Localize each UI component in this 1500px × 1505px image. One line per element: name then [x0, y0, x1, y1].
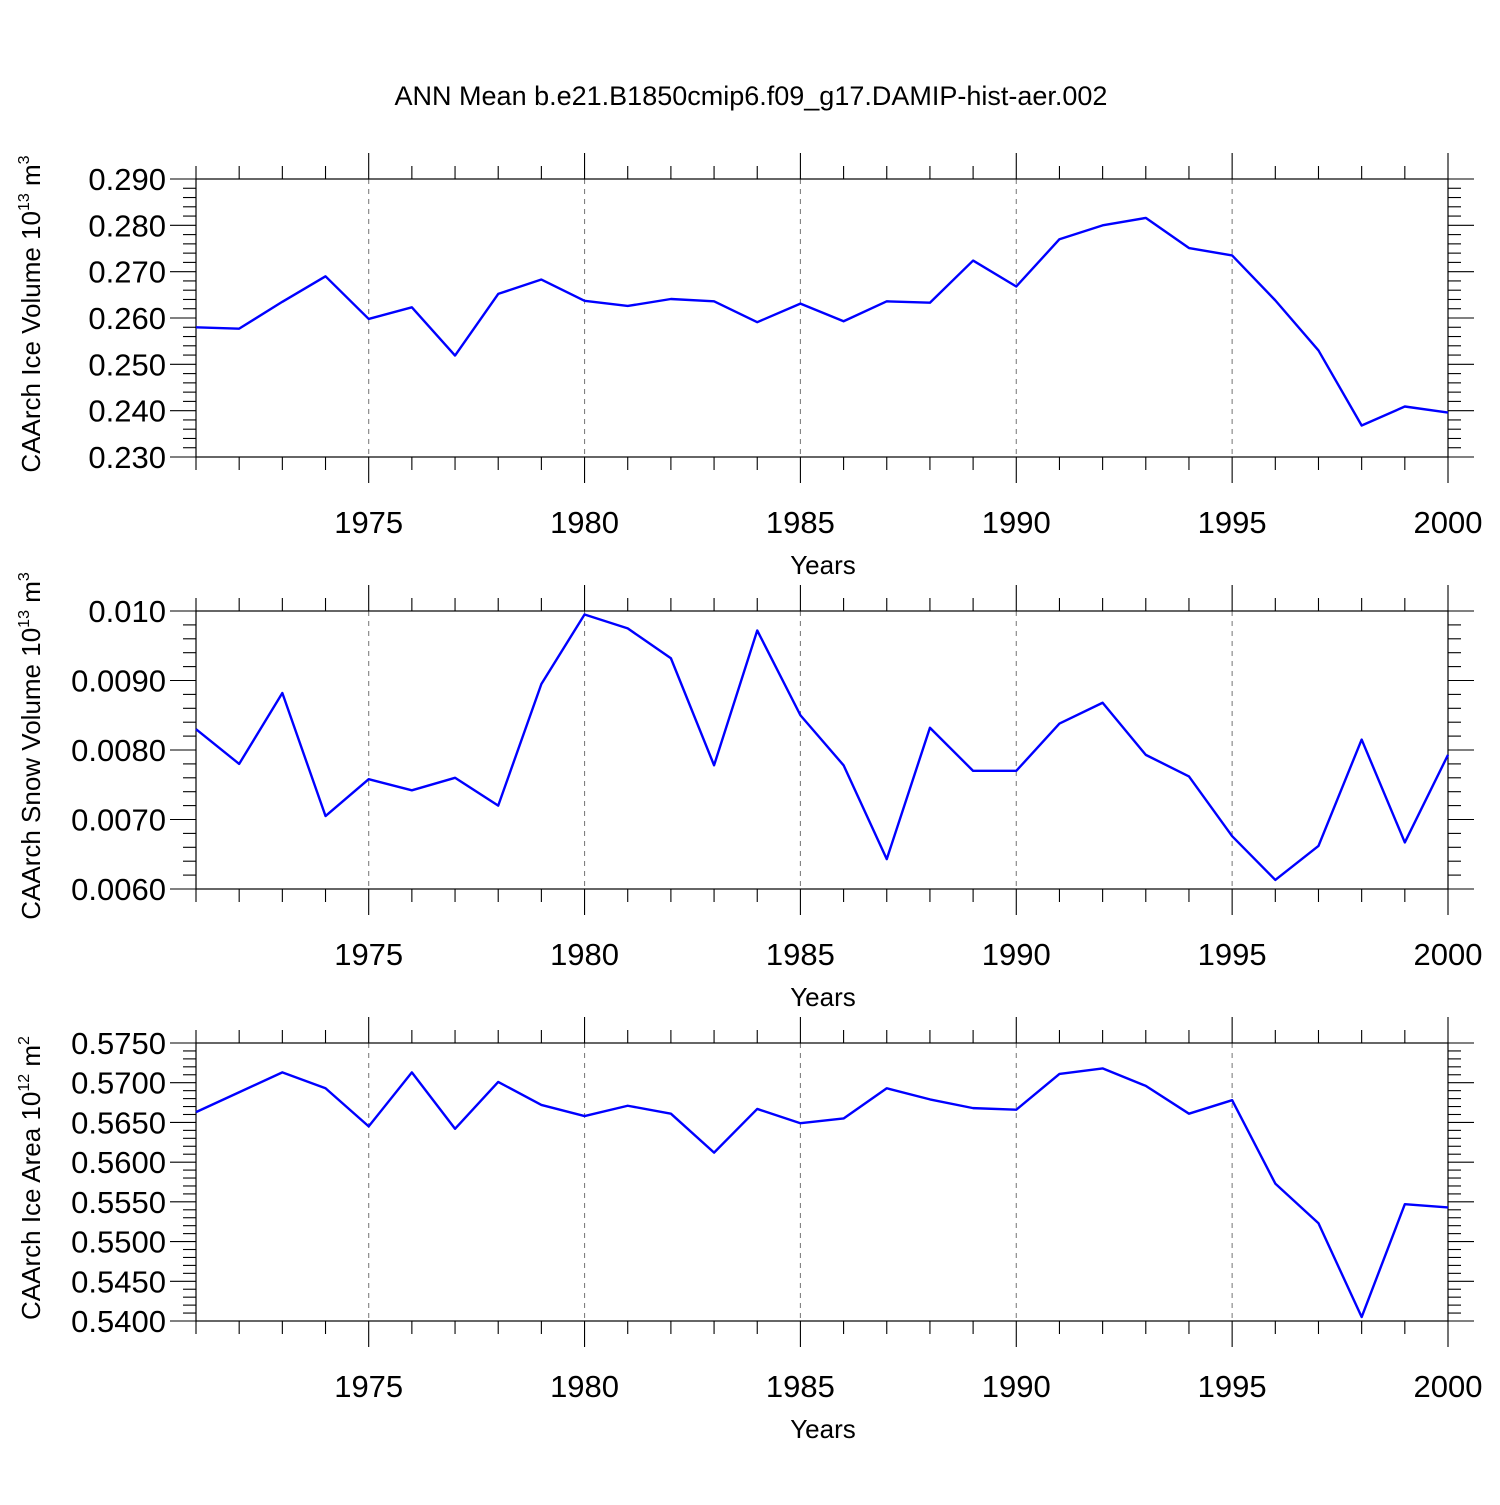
x-tick-label: 1990 [982, 1369, 1051, 1404]
plot-frame [195, 1042, 1449, 1322]
x-tick-label: 1995 [1198, 1369, 1267, 1404]
y-tick-label: 0.5750 [71, 1026, 166, 1061]
chart-title: ANN Mean b.e21.B1850cmip6.f09_g17.DAMIP-… [395, 81, 1108, 111]
y-tick-label: 0.5550 [71, 1185, 166, 1220]
y-tick-label: 0.5600 [71, 1145, 166, 1180]
panel-1: 0.230 0.240 0.250 0.260 0.270 0.280 0.290 1975 1… [16, 153, 1482, 580]
plot-frame [195, 178, 1449, 458]
x-axis-label: Years [790, 550, 856, 580]
x-tick-label: 1975 [334, 505, 403, 540]
y-axis-label: CAArch Snow Volume 1013 m3 [16, 572, 46, 920]
y-tick-label: 0.010 [88, 594, 166, 629]
x-tick-label: 1990 [982, 505, 1051, 540]
y-tick-label: 0.270 [88, 255, 166, 290]
y-tick-label: 0.0070 [71, 803, 166, 838]
plot-frame [195, 610, 1449, 890]
y-axis-label: CAArch Ice Volume 1013 m3 [16, 155, 46, 472]
y-axis-label: CAArch Ice Area 1012 m2 [16, 1036, 46, 1320]
y-tick-label: 0.230 [88, 440, 166, 475]
series-line [195, 613, 1450, 882]
y-tick-label: 0.0080 [71, 733, 166, 768]
x-tick-label: 1985 [766, 1369, 835, 1404]
y-tick-label: 0.250 [88, 347, 166, 382]
x-tick-label: 1975 [334, 1369, 403, 1404]
y-tick-label: 0.260 [88, 301, 166, 336]
x-tick-label: 1985 [766, 505, 835, 540]
y-tick-label: 0.5700 [71, 1066, 166, 1101]
series-line [195, 1067, 1449, 1319]
x-tick-label: 2000 [1414, 1369, 1483, 1404]
x-tick-label: 1980 [550, 505, 619, 540]
series-line [195, 216, 1449, 427]
x-tick-label: 1980 [550, 1369, 619, 1404]
x-axis-label: Years [790, 982, 856, 1012]
y-tick-label: 0.240 [88, 394, 166, 429]
y-tick-label: 0.0060 [71, 872, 166, 907]
x-tick-label: 1990 [982, 937, 1051, 972]
y-tick-label: 0.5500 [71, 1225, 166, 1260]
y-tick-label: 0.5400 [71, 1304, 166, 1339]
y-tick-label: 0.0090 [71, 664, 166, 699]
x-tick-label: 1985 [766, 937, 835, 972]
y-tick-label: 0.5650 [71, 1105, 166, 1140]
x-tick-label: 1995 [1198, 505, 1267, 540]
y-tick-label: 0.290 [88, 162, 166, 197]
y-tick-label: 0.280 [88, 208, 166, 243]
x-tick-label: 2000 [1414, 505, 1483, 540]
panel-2: 0.0060 0.0070 0.0080 0.0090 0.010 1975 1980 198… [16, 572, 1482, 1012]
y-tick-label: 0.5450 [71, 1264, 166, 1299]
x-axis-label: Years [790, 1414, 856, 1444]
x-tick-label: 1975 [334, 937, 403, 972]
x-tick-label: 1980 [550, 937, 619, 972]
panel-3: 0.5400 0.5450 0.5500 0.5550 0.5600 0.5650 0.57… [16, 1017, 1482, 1444]
x-tick-label: 2000 [1414, 937, 1483, 972]
x-tick-label: 1995 [1198, 937, 1267, 972]
